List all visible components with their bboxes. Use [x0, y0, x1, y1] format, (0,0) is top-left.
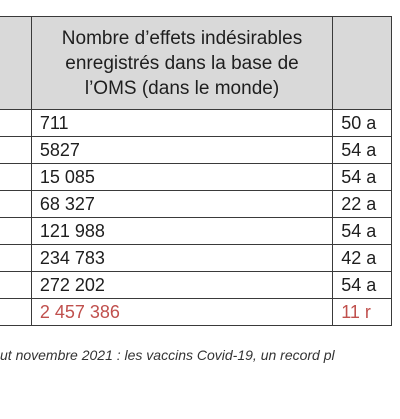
right-column-cell: 50 a [332, 109, 392, 137]
table-row: 121 988 54 a [0, 217, 392, 245]
header-label: Nombre d’effets indésirables enregistrés… [61, 27, 303, 99]
right-column-cell: 54 a [332, 136, 392, 164]
row-label-cell [0, 109, 32, 137]
table-row: 68 327 22 a [0, 190, 392, 218]
header-cell-adverse-effects-count: Nombre d’effets indésirables enregistrés… [30, 16, 334, 110]
row-label-cell [0, 217, 32, 245]
right-column-cell: 54 a [332, 271, 392, 299]
row-label-cell [0, 244, 32, 272]
table-header-row: Nombre d’effets indésirables enregistrés… [0, 16, 392, 110]
effects-count-cell: 234 783 [30, 244, 334, 272]
row-label-cell [0, 190, 32, 218]
table-row: 272 202 54 a [0, 271, 392, 299]
effects-count-cell: 15 085 [30, 163, 334, 191]
table-row: 711 50 a [0, 109, 392, 137]
effects-count-cell: 711 [30, 109, 334, 137]
table-row-highlighted: 2 457 386 11 r [0, 298, 392, 326]
effects-count-cell: 272 202 [30, 271, 334, 299]
right-column-cell: 22 a [332, 190, 392, 218]
effects-count-cell: 5827 [30, 136, 334, 164]
table-row: 15 085 54 a [0, 163, 392, 191]
effects-count-cell: 121 988 [30, 217, 334, 245]
data-table-container: Nombre d’effets indésirables enregistrés… [0, 16, 392, 326]
table-row: 5827 54 a [0, 136, 392, 164]
right-column-cell: 42 a [332, 244, 392, 272]
row-label-cell [0, 136, 32, 164]
right-column-cell: 54 a [332, 217, 392, 245]
header-cell-right [332, 16, 392, 110]
row-label-cell [0, 271, 32, 299]
row-label-cell [0, 298, 32, 326]
right-column-cell: 54 a [332, 163, 392, 191]
adverse-effects-table: Nombre d’effets indésirables enregistrés… [0, 16, 392, 326]
effects-count-cell-total: 2 457 386 [30, 298, 334, 326]
table-row: 234 783 42 a [0, 244, 392, 272]
right-column-cell: 11 r [332, 298, 392, 326]
header-cell-left [0, 16, 32, 110]
row-label-cell [0, 163, 32, 191]
source-caption: ut novembre 2021 : les vaccins Covid-19,… [0, 347, 335, 363]
effects-count-cell: 68 327 [30, 190, 334, 218]
